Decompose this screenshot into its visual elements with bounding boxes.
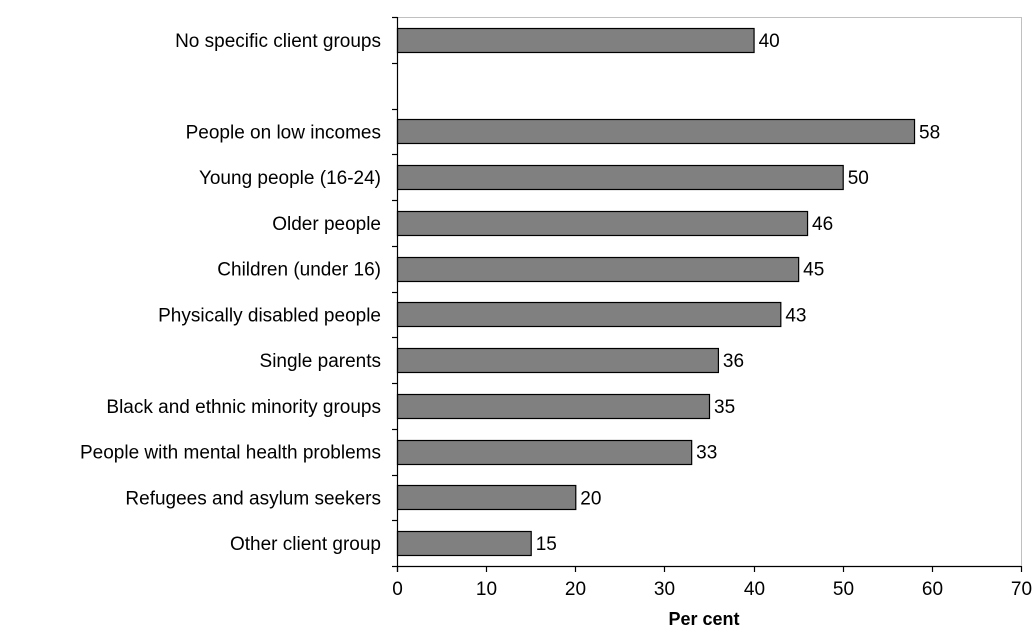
x-axis-title: Per cent bbox=[668, 609, 739, 628]
category-label: Black and ethnic minority groups bbox=[106, 397, 381, 418]
bar bbox=[396, 439, 693, 466]
category-label: People with mental health problems bbox=[80, 443, 381, 464]
bar bbox=[396, 347, 720, 374]
bar bbox=[396, 118, 916, 145]
x-tick-label: 30 bbox=[654, 579, 675, 600]
data-label: 45 bbox=[803, 260, 824, 281]
x-tick-label: 40 bbox=[744, 579, 765, 600]
data-label: 40 bbox=[759, 31, 780, 52]
data-label: 43 bbox=[785, 305, 806, 326]
data-label: 20 bbox=[580, 488, 601, 509]
bar bbox=[396, 301, 782, 328]
category-labels-group: No specific client groups People on low i… bbox=[80, 31, 381, 555]
bar bbox=[396, 164, 844, 191]
y-axis bbox=[392, 16, 399, 572]
category-label: Young people (16-24) bbox=[199, 168, 381, 189]
data-label: 58 bbox=[919, 122, 940, 143]
data-label: 50 bbox=[848, 168, 869, 189]
value-labels-group: 40 58 50 46 45 43 36 35 33 20 15 bbox=[536, 31, 940, 555]
bar bbox=[396, 393, 711, 420]
data-label: 46 bbox=[812, 214, 833, 235]
x-tick-label: 70 bbox=[1011, 579, 1032, 600]
x-tick-label: 0 bbox=[392, 579, 403, 600]
category-label: Refugees and asylum seekers bbox=[125, 488, 381, 509]
category-label: Physically disabled people bbox=[158, 305, 381, 326]
category-label: Other client group bbox=[230, 534, 381, 555]
plot-frame bbox=[397, 17, 1022, 567]
bar bbox=[396, 210, 809, 237]
bar bbox=[396, 484, 577, 511]
data-label: 15 bbox=[536, 534, 557, 555]
bar bbox=[396, 530, 532, 557]
bar bbox=[396, 27, 755, 54]
x-tick-label: 10 bbox=[476, 579, 497, 600]
x-tick-label: 60 bbox=[922, 579, 943, 600]
data-label: 35 bbox=[714, 397, 735, 418]
x-axis: 0 10 20 30 40 50 60 70 bbox=[392, 565, 1032, 600]
category-label: Children (under 16) bbox=[217, 260, 381, 281]
category-label: Older people bbox=[272, 214, 381, 235]
x-tick-label: 20 bbox=[565, 579, 586, 600]
category-label: People on low incomes bbox=[186, 122, 381, 143]
data-label: 36 bbox=[723, 351, 744, 372]
category-label: No specific client groups bbox=[175, 31, 381, 52]
bar bbox=[396, 256, 800, 283]
category-label: Single parents bbox=[260, 351, 381, 372]
bars-group bbox=[396, 27, 916, 557]
x-tick-label: 50 bbox=[833, 579, 854, 600]
data-label: 33 bbox=[696, 443, 717, 464]
